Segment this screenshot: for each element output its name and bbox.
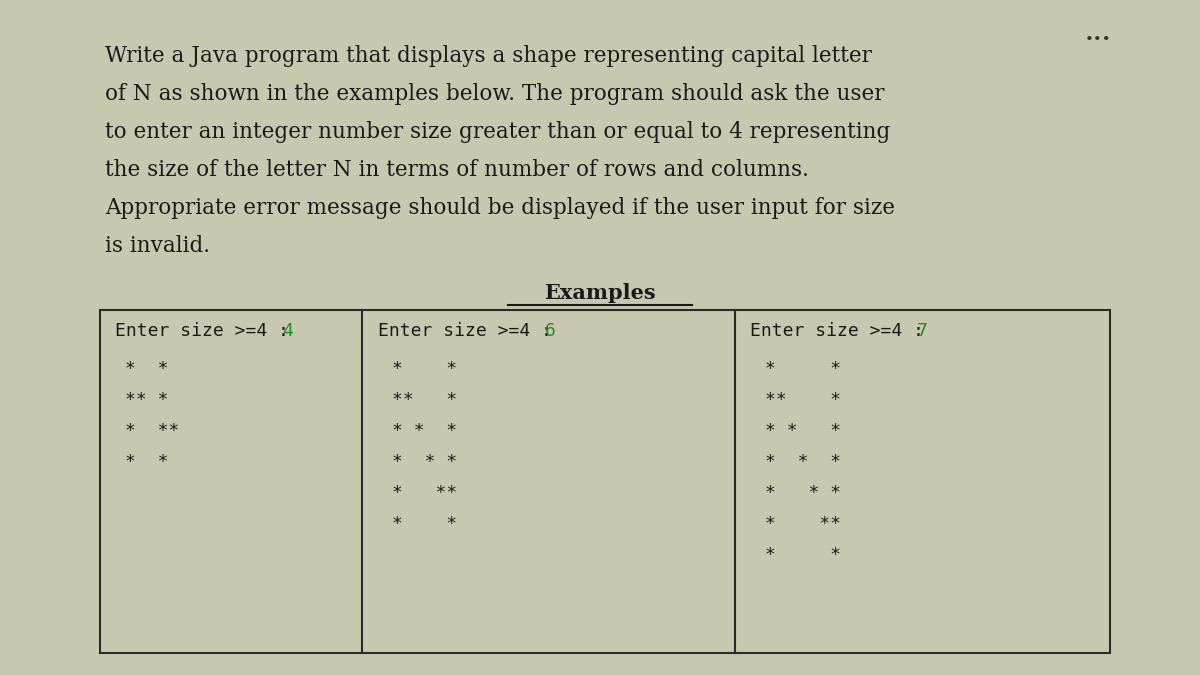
Text: ** *: ** * — [125, 391, 168, 409]
Text: •••: ••• — [1085, 33, 1111, 47]
Text: Enter size >=4 :: Enter size >=4 : — [750, 322, 935, 340]
Text: *    *: * * — [392, 360, 457, 378]
Text: * *   *: * * * — [766, 422, 841, 440]
Text: **   *: ** * — [392, 391, 457, 409]
Text: is invalid.: is invalid. — [106, 235, 210, 257]
Text: the size of the letter N in terms of number of rows and columns.: the size of the letter N in terms of num… — [106, 159, 809, 181]
Text: *    **: * ** — [766, 515, 841, 533]
Text: *   * *: * * * — [766, 484, 841, 502]
Text: *  * *: * * * — [392, 453, 457, 471]
Text: *  *: * * — [125, 453, 168, 471]
Text: 6: 6 — [545, 322, 556, 340]
Text: Appropriate error message should be displayed if the user input for size: Appropriate error message should be disp… — [106, 197, 895, 219]
Text: to enter an integer number size greater than or equal to 4 representing: to enter an integer number size greater … — [106, 121, 890, 143]
Text: *  *  *: * * * — [766, 453, 841, 471]
Text: Examples: Examples — [544, 283, 656, 303]
Text: Enter size >=4 :: Enter size >=4 : — [378, 322, 563, 340]
Text: *  **: * ** — [125, 422, 179, 440]
Text: 7: 7 — [917, 322, 928, 340]
Text: *     *: * * — [766, 546, 841, 564]
Text: *  *: * * — [125, 360, 168, 378]
Bar — [100, 310, 1110, 653]
Text: of N as shown in the examples below. The program should ask the user: of N as shown in the examples below. The… — [106, 83, 884, 105]
Text: Enter size >=4 :: Enter size >=4 : — [115, 322, 300, 340]
Text: *     *: * * — [766, 360, 841, 378]
Text: *    *: * * — [392, 515, 457, 533]
Text: Write a Java program that displays a shape representing capital letter: Write a Java program that displays a sha… — [106, 45, 872, 67]
Text: **    *: ** * — [766, 391, 841, 409]
Text: 4: 4 — [282, 322, 293, 340]
Text: *   **: * ** — [392, 484, 457, 502]
Text: * *  *: * * * — [392, 422, 457, 440]
